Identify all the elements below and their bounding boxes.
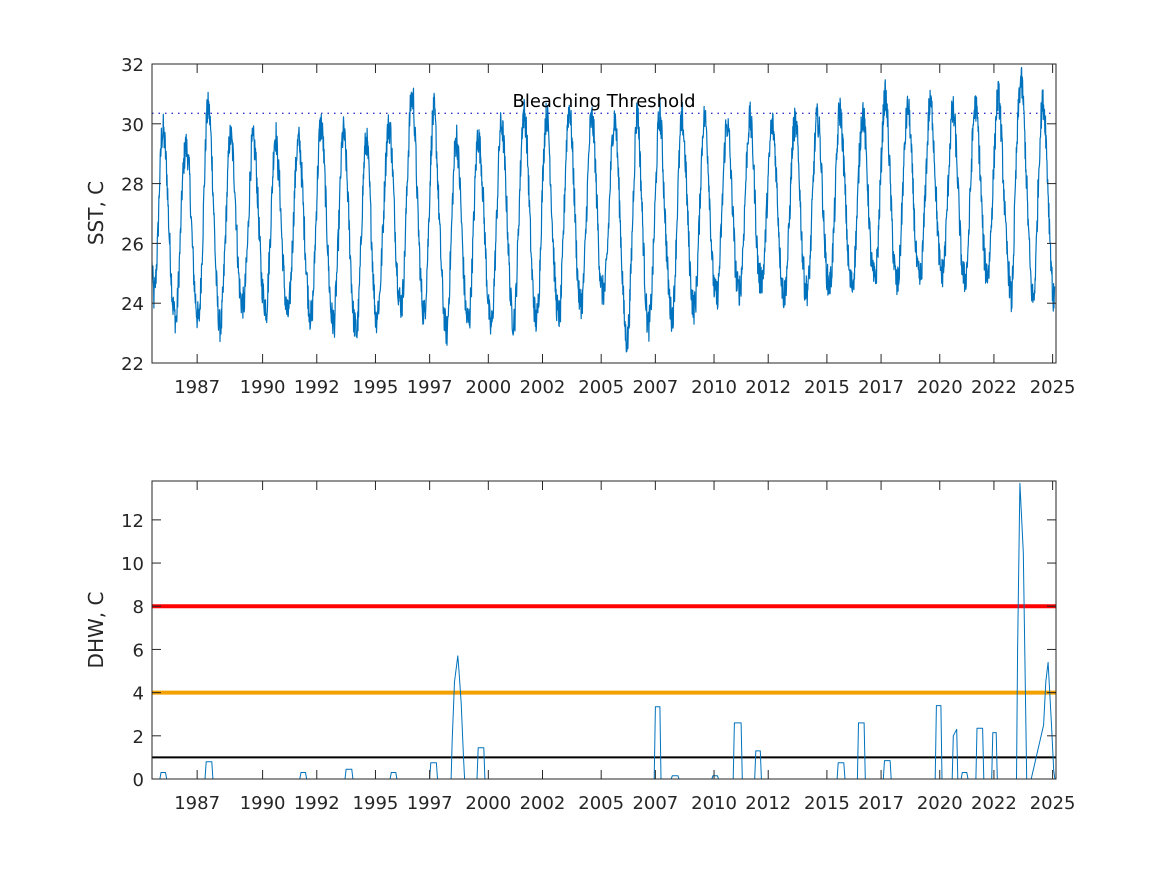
dhw-ticks: 0 2 4 6 8 10 12 1987 1990 1992 1995 1997 2000 2002 200… bbox=[121, 480, 1076, 814]
sst-ticks: 22 24 26 28 30 32 1987 1990 1992 1995 1997 2000 2002… bbox=[121, 55, 1075, 398]
sst-x-tick-label: 2015 bbox=[804, 377, 850, 398]
dhw-x-tick-label: 2002 bbox=[520, 793, 566, 814]
dhw-x-tick-label: 2020 bbox=[917, 793, 963, 814]
dhw-y-tick-label: 12 bbox=[121, 511, 144, 532]
dhw-x-tick-label: 2005 bbox=[578, 793, 624, 814]
dhw-y-tick-label: 6 bbox=[133, 640, 144, 661]
sst-y-tick-label: 32 bbox=[121, 55, 144, 76]
sst-x-tick-label: 2002 bbox=[520, 377, 566, 398]
sst-y-axis-label: SST, C bbox=[84, 181, 108, 245]
dhw-x-tick-label: 1995 bbox=[353, 793, 399, 814]
sst-x-tick-label: 2005 bbox=[578, 377, 624, 398]
dhw-y-tick-label: 2 bbox=[133, 727, 144, 748]
dhw-series-line bbox=[152, 482, 1056, 779]
sst-axes-box bbox=[151, 63, 1057, 364]
sst-x-tick-label: 2025 bbox=[1030, 377, 1076, 398]
sst-x-tick-label: 2012 bbox=[745, 377, 791, 398]
dhw-x-tick-label: 2015 bbox=[804, 793, 850, 814]
sst-y-tick-label: 28 bbox=[121, 175, 144, 196]
dhw-x-tick-label: 2022 bbox=[971, 793, 1017, 814]
dhw-x-tick-label: 2025 bbox=[1030, 793, 1076, 814]
sst-series-line bbox=[152, 66, 1056, 353]
sst-x-tick-label: 1987 bbox=[174, 377, 220, 398]
dhw-x-tick-label: 1990 bbox=[240, 793, 286, 814]
dhw-y-tick-label: 8 bbox=[133, 597, 144, 618]
sst-x-tick-label: 2000 bbox=[465, 377, 511, 398]
sst-x-tick-label: 1995 bbox=[353, 377, 399, 398]
sst-y-tick-label: 30 bbox=[121, 115, 144, 136]
dhw-x-tick-label: 2000 bbox=[465, 793, 511, 814]
sst-y-tick-label: 24 bbox=[121, 294, 144, 315]
sst-x-tick-label: 2017 bbox=[858, 377, 904, 398]
sst-x-tick-label: 2020 bbox=[917, 377, 963, 398]
sst-y-tick-label: 22 bbox=[121, 354, 144, 375]
dhw-x-tick-label: 2010 bbox=[691, 793, 737, 814]
bleaching-threshold-label: Bleaching Threshold bbox=[512, 91, 695, 112]
sst-plot-area bbox=[152, 66, 1056, 353]
dhw-axes-box bbox=[151, 480, 1057, 780]
sst-x-tick-label: 1997 bbox=[407, 377, 453, 398]
dhw-x-tick-label: 1992 bbox=[294, 793, 340, 814]
dhw-x-tick-label: 2017 bbox=[858, 793, 904, 814]
sst-x-tick-label: 1990 bbox=[240, 377, 286, 398]
sst-y-tick-label: 26 bbox=[121, 234, 144, 255]
dhw-x-tick-label: 2012 bbox=[745, 793, 791, 814]
sst-x-tick-label: 2007 bbox=[632, 377, 678, 398]
dhw-panel: 0 2 4 6 8 10 12 1987 1990 1992 1995 1997 2000 2002 200… bbox=[84, 480, 1076, 814]
dhw-y-axis-label: DHW, C bbox=[84, 592, 108, 669]
sst-panel: 22 24 26 28 30 32 1987 1990 1992 1995 1997 2000 2002… bbox=[84, 55, 1076, 398]
dhw-y-tick-label: 4 bbox=[133, 684, 144, 705]
dhw-x-tick-label: 1997 bbox=[407, 793, 453, 814]
dhw-y-tick-label: 0 bbox=[133, 770, 144, 791]
dhw-y-tick-label: 10 bbox=[121, 554, 144, 575]
dhw-plot-area bbox=[152, 482, 1056, 779]
dhw-x-tick-label: 1987 bbox=[174, 793, 220, 814]
dhw-x-tick-label: 2007 bbox=[632, 793, 678, 814]
sst-x-tick-label: 1992 bbox=[294, 377, 340, 398]
sst-x-tick-label: 2010 bbox=[691, 377, 737, 398]
sst-x-tick-label: 2022 bbox=[971, 377, 1017, 398]
